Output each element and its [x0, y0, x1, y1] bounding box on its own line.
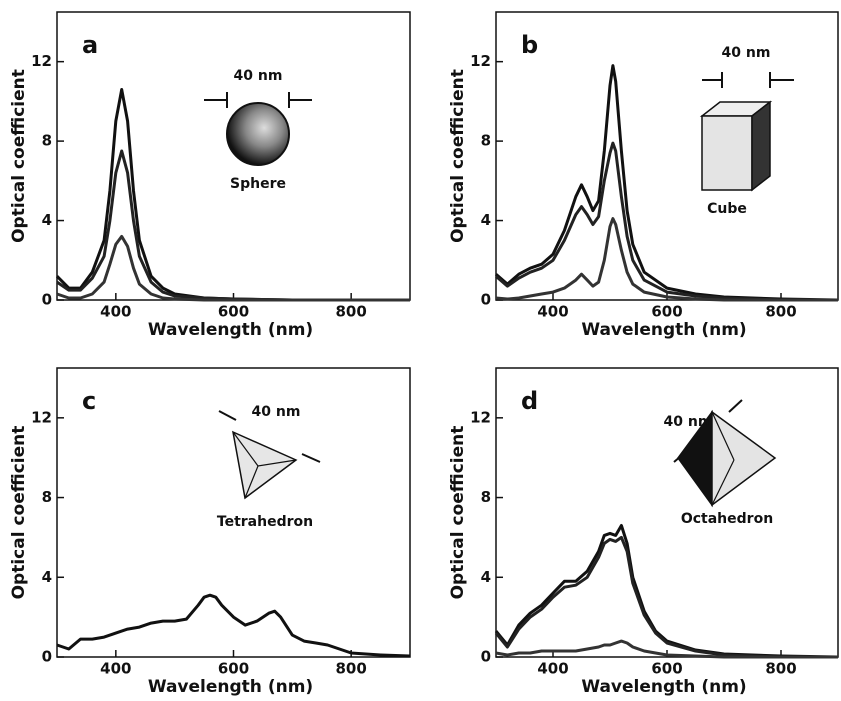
- x-tick-label: 400: [100, 660, 131, 678]
- spectrum-line: [494, 524, 839, 659]
- y-tick-label: 12: [470, 408, 491, 426]
- shape-label: Octahedron: [681, 511, 773, 527]
- x-tick-label: 400: [537, 303, 568, 321]
- panel-label: b: [521, 31, 538, 59]
- x-tick-label: 800: [765, 660, 796, 678]
- x-tick-label: 800: [336, 660, 367, 678]
- plot-frame: [56, 11, 411, 301]
- x-tick-label: 600: [218, 303, 249, 321]
- shape-label: Sphere: [230, 176, 286, 192]
- x-tick-label: 400: [100, 303, 131, 321]
- panel-label: d: [521, 387, 538, 415]
- scale-label: 40 nm: [252, 404, 301, 420]
- plot-frame: [495, 11, 839, 301]
- scale-label: 40 nm: [234, 68, 283, 84]
- panel-label: c: [82, 387, 96, 415]
- spectrum-line: [494, 535, 838, 659]
- spectrum-line: [495, 217, 838, 302]
- y-axis-label: Optical coefficient: [448, 426, 468, 600]
- x-axis-label: Wavelength (nm): [581, 677, 746, 697]
- shape-label: Cube: [707, 201, 747, 217]
- y-tick-label: 8: [42, 132, 52, 150]
- y-tick-label: 12: [470, 52, 491, 70]
- y-axis-label: Optical coefficient: [9, 69, 29, 243]
- x-axis-label: Wavelength (nm): [581, 320, 746, 340]
- y-tick-label: 12: [31, 408, 52, 426]
- y-tick-label: 8: [42, 488, 52, 506]
- y-tick-label: 0: [481, 648, 491, 666]
- tetrahedron-inset: 40 nm Tetrahedron: [217, 404, 321, 530]
- y-tick-label: 8: [481, 132, 491, 150]
- cube-inset: 40 nm Cube: [699, 45, 794, 217]
- y-axis-label: Optical coefficient: [448, 69, 468, 243]
- x-tick-label: 800: [765, 303, 796, 321]
- y-tick-label: 0: [42, 648, 52, 666]
- spectrum-line: [56, 593, 411, 658]
- panel-label: a: [82, 31, 98, 59]
- x-tick-label: 600: [651, 303, 682, 321]
- x-tick-label: 600: [218, 660, 249, 678]
- plot-frame: [495, 367, 839, 658]
- scale-label: 40 nm: [664, 414, 713, 430]
- y-axis-label: Optical coefficient: [9, 426, 29, 600]
- x-tick-label: 600: [651, 660, 682, 678]
- sphere-inset: 40 nm Sphere: [204, 68, 312, 192]
- y-tick-label: 0: [481, 291, 491, 309]
- y-tick-label: 0: [42, 291, 52, 309]
- x-axis-label: Wavelength (nm): [148, 677, 313, 697]
- scale-label: 40 nm: [722, 45, 771, 61]
- x-tick-label: 800: [336, 303, 367, 321]
- spectrum-line: [495, 64, 839, 302]
- spectrum-line: [56, 234, 410, 302]
- x-axis-label: Wavelength (nm): [148, 320, 313, 340]
- y-tick-label: 8: [481, 488, 491, 506]
- y-tick-label: 4: [42, 568, 52, 586]
- spectrum-line: [495, 639, 838, 659]
- octahedron-inset: 40 nm Octahedron: [664, 399, 777, 527]
- x-tick-label: 400: [537, 660, 568, 678]
- y-tick-label: 4: [481, 568, 491, 586]
- shape-label: Tetrahedron: [217, 514, 313, 530]
- y-tick-label: 4: [42, 211, 52, 229]
- plot-frame: [56, 367, 411, 658]
- spectrum-line: [495, 141, 838, 302]
- y-tick-label: 12: [31, 52, 52, 70]
- y-tick-label: 4: [481, 211, 491, 229]
